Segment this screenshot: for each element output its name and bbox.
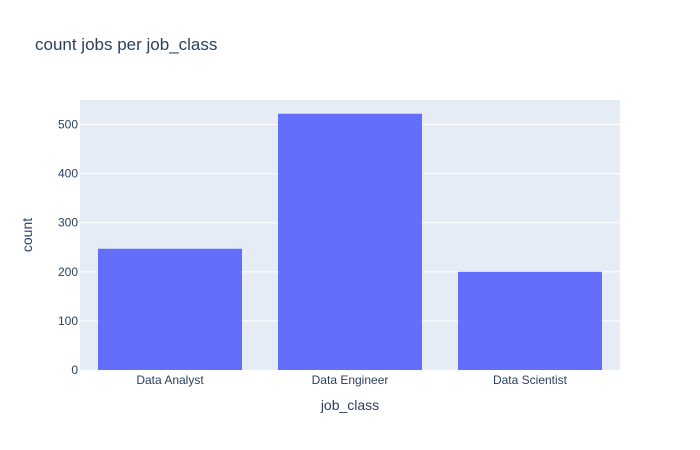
x-axis-ticks: Data Analyst Data Engineer Data Scientist	[136, 373, 567, 387]
y-axis-label: count	[19, 218, 35, 252]
bar[interactable]	[278, 113, 422, 370]
chart-title: count jobs per job_class	[35, 35, 217, 54]
bars	[98, 113, 602, 370]
y-axis-ticks: 0 100 200 300 400 500	[58, 118, 78, 377]
y-tick-label: 400	[58, 167, 78, 181]
y-tick-label: 300	[58, 216, 78, 230]
bar[interactable]	[98, 248, 242, 370]
y-tick-label: 500	[58, 118, 78, 132]
y-tick-label: 100	[58, 314, 78, 328]
x-tick-label: Data Scientist	[493, 373, 568, 387]
x-axis-label: job_class	[320, 397, 379, 413]
y-tick-label: 0	[71, 363, 78, 377]
x-tick-label: Data Analyst	[136, 373, 204, 387]
y-tick-label: 200	[58, 265, 78, 279]
x-tick-label: Data Engineer	[312, 373, 389, 387]
bar[interactable]	[458, 271, 602, 370]
